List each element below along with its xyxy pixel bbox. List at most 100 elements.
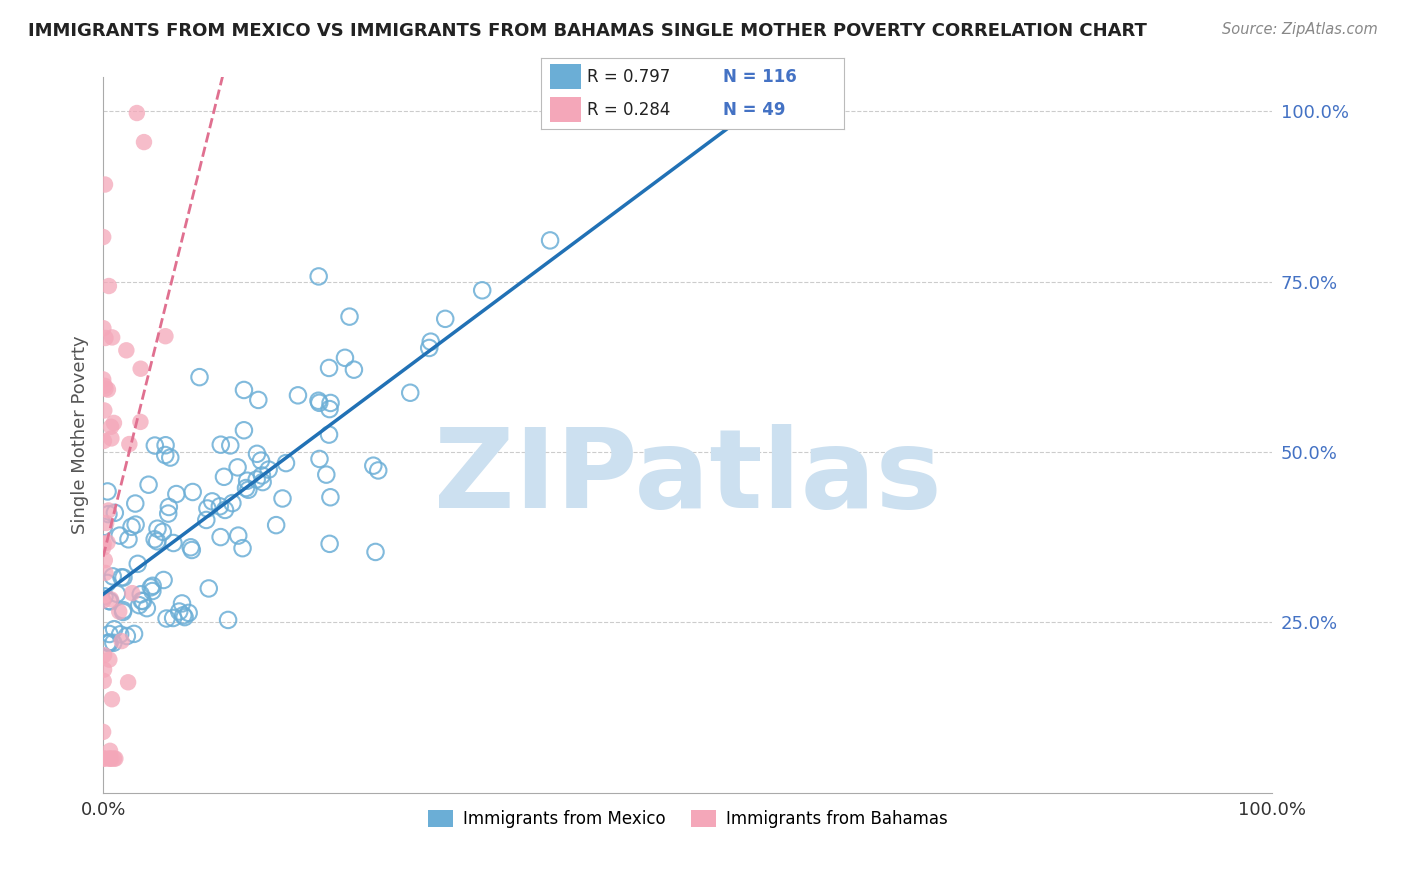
- Point: [177, 606, 200, 620]
- Point: [162, 611, 184, 625]
- Point: [115, 343, 138, 358]
- Point: [318, 537, 340, 551]
- Point: [100, 432, 122, 446]
- Point: [101, 330, 124, 344]
- Point: [94, 553, 117, 567]
- Point: [103, 751, 125, 765]
- Point: [93, 648, 115, 662]
- Point: [132, 135, 155, 149]
- Point: [364, 545, 387, 559]
- Y-axis label: Single Mother Poverty: Single Mother Poverty: [72, 335, 89, 534]
- Point: [129, 587, 152, 601]
- Point: [315, 467, 337, 482]
- Point: [121, 586, 143, 600]
- Point: [343, 362, 366, 376]
- Point: [197, 501, 219, 516]
- Point: [209, 530, 232, 544]
- Point: [96, 576, 118, 591]
- Point: [212, 470, 235, 484]
- Point: [98, 594, 121, 608]
- Point: [131, 594, 153, 608]
- Point: [129, 361, 152, 376]
- Point: [98, 594, 121, 608]
- Point: [94, 178, 117, 192]
- Point: [287, 388, 309, 402]
- Point: [201, 494, 224, 508]
- Point: [319, 396, 342, 410]
- Point: [124, 496, 146, 510]
- Text: N = 49: N = 49: [723, 101, 785, 119]
- Point: [108, 627, 131, 641]
- Point: [129, 415, 152, 429]
- Legend: Immigrants from Mexico, Immigrants from Bahamas: Immigrants from Mexico, Immigrants from …: [422, 803, 955, 834]
- Point: [217, 613, 239, 627]
- Point: [232, 541, 254, 556]
- Point: [98, 751, 121, 765]
- Point: [104, 751, 127, 765]
- Point: [94, 382, 117, 396]
- Point: [121, 520, 143, 534]
- Point: [181, 485, 204, 500]
- Point: [339, 310, 361, 324]
- Point: [112, 603, 135, 617]
- Point: [94, 331, 117, 345]
- Point: [91, 541, 114, 555]
- Point: [108, 528, 131, 542]
- Point: [143, 438, 166, 452]
- Point: [419, 334, 441, 349]
- Point: [238, 483, 260, 497]
- Point: [94, 566, 117, 580]
- Point: [100, 592, 122, 607]
- Point: [307, 393, 329, 408]
- Point: [308, 396, 330, 410]
- Text: N = 116: N = 116: [723, 68, 796, 86]
- Point: [103, 622, 125, 636]
- Point: [143, 533, 166, 547]
- Point: [471, 283, 494, 297]
- Point: [363, 458, 385, 473]
- Point: [128, 598, 150, 612]
- Point: [333, 351, 356, 365]
- Point: [100, 751, 122, 765]
- Point: [146, 534, 169, 549]
- Point: [236, 474, 259, 488]
- Text: ZIPatlas: ZIPatlas: [434, 425, 942, 532]
- Point: [93, 434, 115, 448]
- Point: [105, 587, 128, 601]
- Point: [250, 468, 273, 483]
- Point: [226, 528, 249, 542]
- Point: [98, 627, 121, 641]
- Point: [125, 106, 148, 120]
- Point: [93, 590, 115, 604]
- Point: [97, 636, 120, 650]
- Point: [112, 605, 135, 619]
- Point: [93, 321, 115, 335]
- Point: [233, 383, 256, 397]
- Point: [93, 663, 115, 677]
- Point: [155, 448, 177, 462]
- Text: R = 0.797: R = 0.797: [586, 68, 669, 86]
- Point: [103, 416, 125, 430]
- Point: [98, 636, 121, 650]
- Point: [319, 490, 342, 504]
- Text: R = 0.284: R = 0.284: [586, 101, 671, 119]
- Point: [104, 506, 127, 520]
- Point: [257, 462, 280, 476]
- Point: [252, 475, 274, 489]
- Point: [167, 605, 190, 619]
- Point: [172, 608, 194, 623]
- Point: [226, 460, 249, 475]
- Bar: [550, 97, 581, 122]
- Point: [219, 438, 242, 452]
- Point: [91, 230, 114, 244]
- Point: [142, 579, 165, 593]
- Point: [271, 491, 294, 506]
- Point: [180, 543, 202, 558]
- Point: [173, 610, 195, 624]
- Point: [97, 279, 120, 293]
- Point: [112, 570, 135, 584]
- Point: [93, 537, 115, 551]
- Point: [155, 329, 177, 343]
- Point: [232, 423, 254, 437]
- Point: [274, 456, 297, 470]
